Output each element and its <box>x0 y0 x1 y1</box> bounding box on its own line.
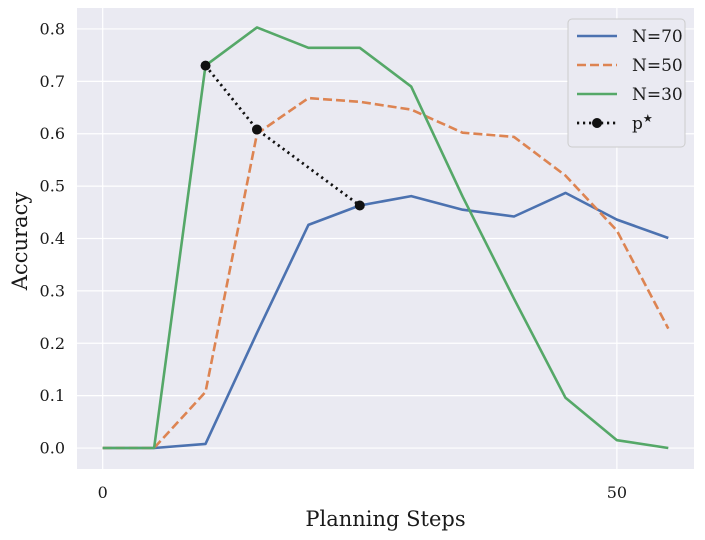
y-tick-label: 0.8 <box>40 19 65 38</box>
legend-marker <box>592 118 602 128</box>
legend-box <box>567 18 686 148</box>
y-tick-label: 0.0 <box>40 439 65 458</box>
legend-entry-superscript: ★ <box>643 112 653 125</box>
y-tick-label: 0.3 <box>40 281 65 300</box>
x-tick-label: 0 <box>98 483 108 502</box>
y-tick-label: 0.1 <box>40 386 65 405</box>
legend-entry-label: N=30 <box>632 85 683 105</box>
legend: N=70 N=50 N=30 p★ <box>567 18 686 148</box>
y-tick-label: 0.6 <box>40 124 65 143</box>
legend-entry-name: N=70 <box>632 27 683 47</box>
legend-entry-name: p <box>632 114 643 134</box>
grid-lines <box>77 8 694 469</box>
tick-labels: 0.0 0.1 0.2 0.3 0.4 0.5 0.6 0.7 0.8 0 50 <box>40 19 628 502</box>
y-tick-label: 0.7 <box>40 72 65 91</box>
x-tick-label: 50 <box>607 483 627 502</box>
series-line <box>102 96 670 450</box>
series-line <box>102 191 669 450</box>
legend-entry-label: N=50 <box>632 56 683 76</box>
series-line <box>102 26 669 450</box>
legend-entry-label: p★ <box>632 112 653 134</box>
legend-entry-name: N=30 <box>632 85 683 105</box>
legend-entry-label: N=70 <box>632 27 683 47</box>
x-axis-label: Planning Steps <box>305 507 465 531</box>
y-tick-label: 0.4 <box>40 229 65 248</box>
y-tick-label: 0.2 <box>40 334 65 353</box>
data-point-marker <box>200 60 211 71</box>
data-point-marker <box>251 124 262 135</box>
series-lines <box>102 26 670 450</box>
y-tick-label: 0.5 <box>40 177 65 196</box>
data-point-marker <box>354 200 365 211</box>
legend-entry-name: N=50 <box>632 56 683 76</box>
y-axis-label: Accuracy <box>8 192 32 292</box>
